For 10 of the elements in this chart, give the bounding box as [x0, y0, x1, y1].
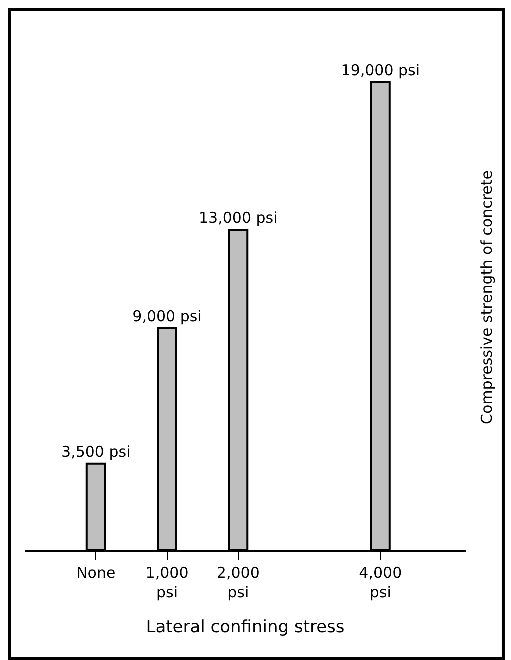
data-label: 9,000 psi [132, 308, 202, 326]
x-axis-title: Lateral confining stress [146, 617, 345, 638]
x-tick-label: None [76, 564, 116, 582]
data-label: 3,500 psi [62, 442, 131, 461]
x-tick-label: 1,000 psi [146, 564, 189, 602]
data-label: 13,000 psi [199, 209, 278, 228]
x-tick-label: 2,000 psi [216, 564, 260, 602]
x-tick-label: 4,000 psi [359, 564, 402, 602]
y-axis-title: Compressive strength of concrete [478, 170, 496, 425]
data-label: 19,000 psi [341, 61, 420, 80]
